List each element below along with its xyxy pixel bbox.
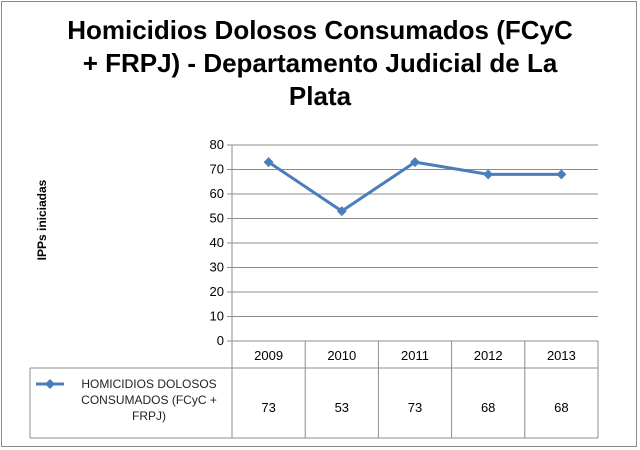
- data-point-marker: [410, 157, 420, 168]
- x-category-label: 2012: [474, 348, 503, 363]
- y-tick-label: 80: [210, 137, 224, 152]
- legend-label-line-2: CONSUMADOS (FCyC +: [81, 393, 217, 407]
- data-point-marker: [483, 169, 494, 180]
- y-tick-label: 60: [210, 186, 224, 201]
- y-tick-label: 30: [210, 260, 224, 275]
- chart-title-line-3: Plata: [288, 81, 352, 111]
- chart-title-line-1: Homicidios Dolosos Consumados (FCyC: [67, 15, 573, 45]
- x-category-label: 2010: [327, 348, 356, 363]
- data-table-value: 73: [261, 400, 275, 415]
- data-table-value: 53: [335, 400, 349, 415]
- data-point-marker: [556, 169, 567, 180]
- y-tick-label: 0: [217, 333, 224, 348]
- y-tick-label: 40: [210, 235, 224, 250]
- x-category-label: 2009: [254, 348, 283, 363]
- x-category-label: 2013: [547, 348, 576, 363]
- y-tick-label: 50: [210, 211, 224, 226]
- chart-title: Homicidios Dolosos Consumados (FCyC + FR…: [40, 14, 600, 113]
- legend-key-marker: [45, 379, 55, 389]
- data-point-marker: [336, 206, 347, 217]
- legend-label-line-3: FRPJ): [132, 409, 166, 423]
- legend-label-line-1: HOMICIDIOS DOLOSOS: [81, 377, 217, 391]
- data-table-value: 73: [408, 400, 422, 415]
- y-tick-label: 70: [210, 162, 224, 177]
- data-table-value: 68: [481, 400, 495, 415]
- legend-series-label: HOMICIDIOS DOLOSOS CONSUMADOS (FCyC + FR…: [66, 376, 232, 424]
- y-tick-label: 10: [210, 309, 224, 324]
- x-category-label: 2011: [401, 348, 429, 363]
- chart-title-line-2: + FRPJ) - Departamento Judicial de La: [82, 48, 558, 78]
- y-tick-label: 20: [210, 284, 224, 299]
- data-table-value: 68: [554, 400, 568, 415]
- data-point-marker: [263, 157, 274, 168]
